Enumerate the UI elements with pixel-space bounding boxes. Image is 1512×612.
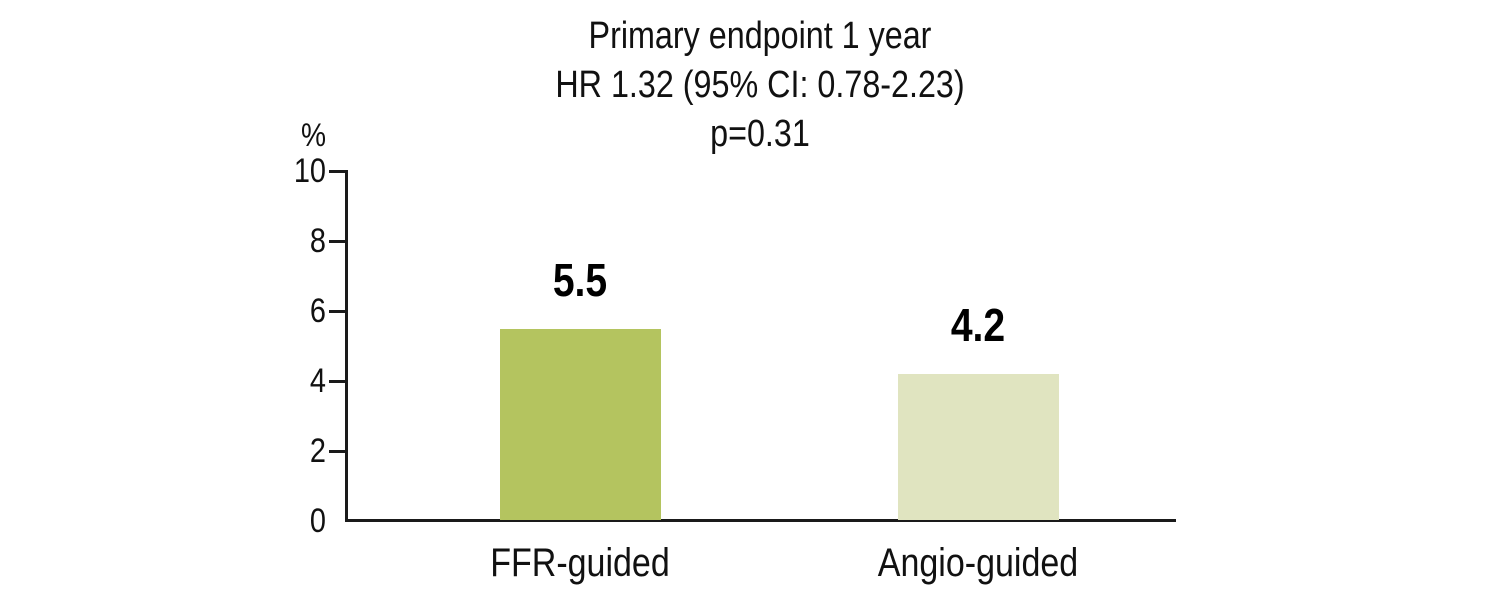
y-tick-label-6: 6	[309, 292, 326, 330]
bar-angio-guided	[897, 374, 1059, 520]
title-line-hazard-ratio: HR 1.32 (95% CI: 0.78-2.23)	[555, 64, 965, 106]
y-tick-label-4: 4	[309, 362, 326, 400]
y-tick-mark-2	[329, 450, 346, 453]
bar-ffr-guided	[499, 328, 661, 520]
y-axis-unit-label: %	[300, 117, 326, 153]
y-tick-label-0: 0	[309, 502, 326, 540]
chart-title: Primary endpoint 1 year HR 1.32 (95% CI:…	[420, 12, 1100, 159]
x-axis-line	[345, 519, 1176, 522]
y-tick-mark-6	[329, 310, 346, 313]
title-line-p-value: p=0.31	[710, 113, 810, 155]
y-tick-label-8: 8	[309, 222, 326, 260]
y-axis-line	[345, 170, 348, 522]
title-line-primary-endpoint: Primary endpoint 1 year	[588, 15, 932, 57]
x-category-label-angio-guided: Angio-guided	[877, 541, 1079, 585]
bar-value-label-angio-guided: 4.2	[950, 299, 1006, 351]
y-tick-label-2: 2	[309, 432, 326, 470]
y-tick-label-10: 10	[293, 152, 326, 190]
y-tick-mark-4	[329, 380, 346, 383]
x-category-label-ffr-guided: FFR-guided	[490, 541, 670, 585]
y-tick-mark-8	[329, 240, 346, 243]
y-tick-mark-10	[329, 170, 346, 173]
bar-value-label-ffr-guided: 5.5	[552, 253, 608, 306]
